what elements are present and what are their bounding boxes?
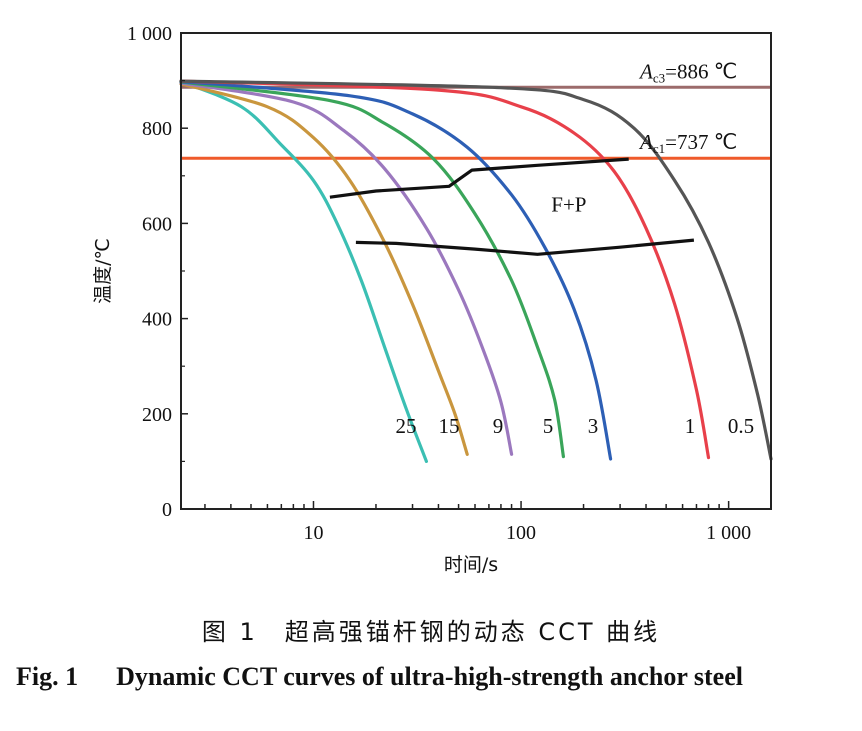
phase-boundaries bbox=[329, 157, 695, 256]
caption-chinese: 图 1 超高强锚杆钢的动态 CCT 曲线 bbox=[201, 618, 661, 646]
cooling-rate-label-3: 3 bbox=[588, 414, 599, 438]
cooling-curve-5 bbox=[179, 80, 565, 459]
cooling-rate-label-0-5: 0.5 bbox=[728, 414, 754, 438]
plot-area bbox=[181, 33, 771, 509]
reference-label-ac1: Ac1=737 ℃ bbox=[638, 130, 737, 156]
y-tick-label: 400 bbox=[142, 309, 172, 331]
cooling-curves bbox=[179, 79, 773, 463]
cooling-rate-label-9: 9 bbox=[493, 414, 504, 438]
cooling-rate-label-1: 1 bbox=[685, 414, 696, 438]
reference-label-ac3: Ac3=886 ℃ bbox=[638, 59, 737, 85]
y-tick-label: 800 bbox=[142, 118, 172, 140]
y-tick-label: 600 bbox=[142, 213, 172, 235]
region-label-ferrite-pearlite: F+P bbox=[551, 193, 586, 217]
cooling-curve-0-5 bbox=[179, 79, 773, 461]
caption-english-title: Dynamic CCT curves of ultra-high-strengt… bbox=[116, 662, 743, 691]
cooling-rate-label-25: 25 bbox=[396, 414, 417, 438]
y-tick-label: 0 bbox=[162, 499, 172, 521]
caption-figure-number: Fig. 1 bbox=[16, 662, 79, 691]
transformation-start-line bbox=[329, 157, 629, 199]
cooling-curve-25 bbox=[179, 80, 428, 463]
cooling-rate-label-5: 5 bbox=[543, 414, 554, 438]
cct-chart: 10 100 1 000 0 200 400 600 800 1 000 时间/s 温度/℃ Ac3… bbox=[92, 23, 773, 576]
y-tick-label: 200 bbox=[142, 404, 172, 426]
caption-english: Fig. 1 Dynamic CCT curves of ultra-high-s… bbox=[16, 662, 743, 692]
cooling-curve-1 bbox=[179, 79, 711, 460]
cooling-curve-3 bbox=[179, 80, 613, 461]
y-tick-label: 1 000 bbox=[127, 23, 172, 45]
cooling-rate-label-15: 15 bbox=[439, 414, 460, 438]
cooling-curve-9 bbox=[179, 81, 514, 456]
y-axis-title: 温度/℃ bbox=[92, 238, 114, 304]
x-tick-label: 10 bbox=[303, 522, 323, 544]
axis-ticks: 10 100 1 000 0 200 400 600 800 1 000 bbox=[127, 23, 751, 544]
x-axis-title: 时间/s bbox=[444, 554, 498, 576]
transformation-finish-line bbox=[355, 238, 695, 256]
x-tick-label: 100 bbox=[506, 522, 536, 544]
x-tick-label: 1 000 bbox=[706, 522, 751, 544]
chart-labels: 时间/s 温度/℃ Ac3=886 ℃ Ac1=737 ℃ F+P 25 15 9 5 3 1 0.5 bbox=[92, 59, 754, 576]
